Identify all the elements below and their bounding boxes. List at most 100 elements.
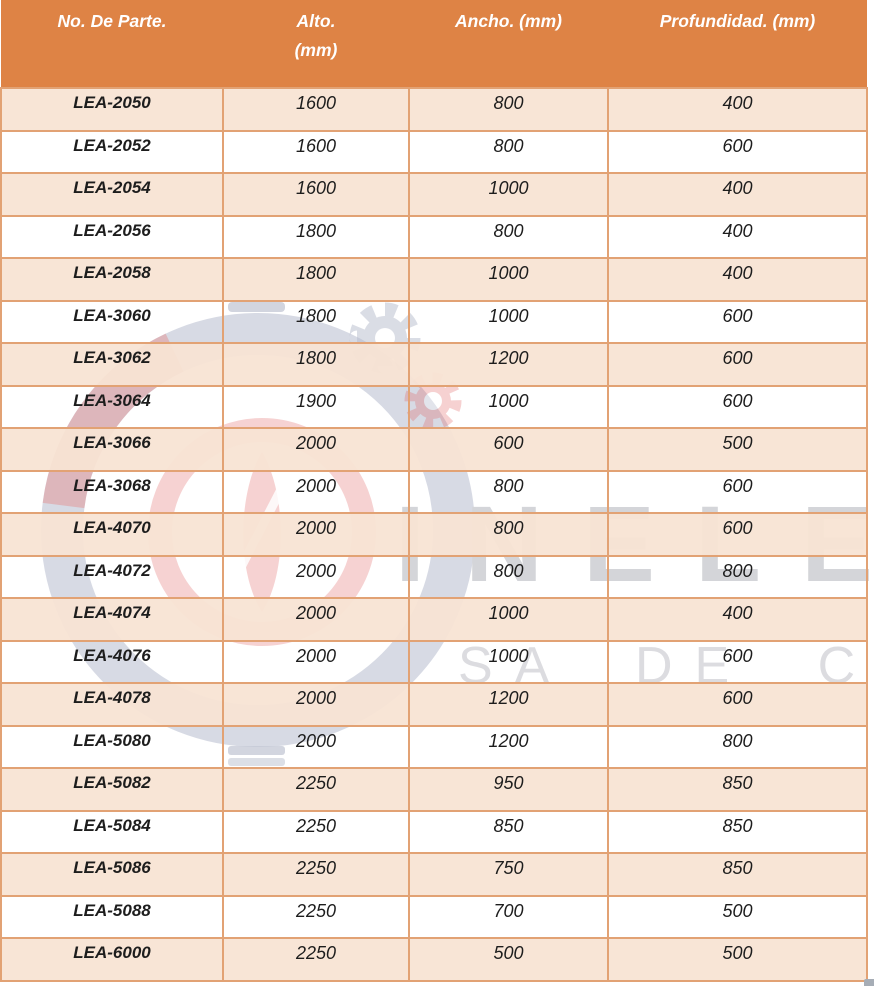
part-number-cell: LEA-4072 <box>0 554 224 599</box>
ancho-cell: 850 <box>408 809 609 854</box>
table-row: LEA-6000 2250 500 500 <box>0 937 868 982</box>
part-number-cell: LEA-3064 <box>0 384 224 429</box>
header-part-number: No. De Parte. <box>1 0 223 88</box>
alto-cell: 2000 <box>222 512 410 557</box>
alto-cell: 2000 <box>222 597 410 642</box>
table-row: LEA-5086 2250 750 850 <box>0 852 868 897</box>
part-number-cell: LEA-2050 <box>0 87 224 132</box>
ancho-cell: 800 <box>408 214 609 259</box>
alto-cell: 1800 <box>222 257 410 302</box>
ancho-cell: 1000 <box>408 597 609 642</box>
header-alto: Alto. (mm) <box>223 0 409 88</box>
profundidad-cell: 850 <box>607 767 868 812</box>
part-number-cell: LEA-2058 <box>0 257 224 302</box>
part-number-cell: LEA-2056 <box>0 214 224 259</box>
ancho-cell: 500 <box>408 937 609 982</box>
part-number-cell: LEA-5084 <box>0 809 224 854</box>
profundidad-cell: 500 <box>607 894 868 939</box>
table-resize-handle <box>864 979 874 986</box>
profundidad-cell: 400 <box>607 87 868 132</box>
table-row: LEA-3064 1900 1000 600 <box>0 384 868 429</box>
part-number-cell: LEA-5086 <box>0 852 224 897</box>
profundidad-cell: 600 <box>607 384 868 429</box>
ancho-cell: 800 <box>408 512 609 557</box>
profundidad-cell: 850 <box>607 809 868 854</box>
alto-cell: 2000 <box>222 469 410 514</box>
alto-cell: 1600 <box>222 172 410 217</box>
alto-cell: 2000 <box>222 682 410 727</box>
alto-cell: 1600 <box>222 87 410 132</box>
table-row: LEA-5088 2250 700 500 <box>0 894 868 939</box>
header-label: No. De Parte. <box>57 11 167 31</box>
table-header: No. De Parte. Alto. (mm) Ancho. (mm) Pro… <box>1 0 867 88</box>
profundidad-cell: 600 <box>607 512 868 557</box>
profundidad-cell: 600 <box>607 299 868 344</box>
part-number-cell: LEA-3068 <box>0 469 224 514</box>
ancho-cell: 1000 <box>408 257 609 302</box>
part-number-cell: LEA-5080 <box>0 724 224 769</box>
ancho-cell: 600 <box>408 427 609 472</box>
ancho-cell: 1000 <box>408 299 609 344</box>
ancho-cell: 1200 <box>408 342 609 387</box>
profundidad-cell: 600 <box>607 469 868 514</box>
alto-cell: 2000 <box>222 554 410 599</box>
alto-cell: 2000 <box>222 724 410 769</box>
ancho-cell: 1000 <box>408 639 609 684</box>
table-row: LEA-4070 2000 800 600 <box>0 512 868 557</box>
profundidad-cell: 850 <box>607 852 868 897</box>
ancho-cell: 750 <box>408 852 609 897</box>
profundidad-cell: 800 <box>607 554 868 599</box>
part-number-cell: LEA-2052 <box>0 129 224 174</box>
profundidad-cell: 500 <box>607 427 868 472</box>
profundidad-cell: 800 <box>607 724 868 769</box>
ancho-cell: 1000 <box>408 172 609 217</box>
header-ancho: Ancho. (mm) <box>409 0 608 88</box>
profundidad-cell: 400 <box>607 257 868 302</box>
alto-cell: 2000 <box>222 427 410 472</box>
part-number-cell: LEA-6000 <box>0 937 224 982</box>
table-row: LEA-5082 2250 950 850 <box>0 767 868 812</box>
table-row: LEA-5084 2250 850 850 <box>0 809 868 854</box>
ancho-cell: 800 <box>408 469 609 514</box>
table-row: LEA-3066 2000 600 500 <box>0 427 868 472</box>
part-number-cell: LEA-4074 <box>0 597 224 642</box>
alto-cell: 1800 <box>222 214 410 259</box>
ancho-cell: 800 <box>408 129 609 174</box>
header-label: Alto. <box>296 11 336 31</box>
profundidad-cell: 600 <box>607 342 868 387</box>
table-row: LEA-3068 2000 800 600 <box>0 469 868 514</box>
profundidad-cell: 600 <box>607 129 868 174</box>
part-number-cell: LEA-4076 <box>0 639 224 684</box>
alto-cell: 2250 <box>222 894 410 939</box>
alto-cell: 1600 <box>222 129 410 174</box>
profundidad-cell: 500 <box>607 937 868 982</box>
part-number-cell: LEA-3060 <box>0 299 224 344</box>
part-number-cell: LEA-4078 <box>0 682 224 727</box>
profundidad-cell: 400 <box>607 172 868 217</box>
ancho-cell: 1000 <box>408 384 609 429</box>
table-body: LEA-2050 1600 800 400 LEA-2052 1600 800 600 LEA-… <box>0 87 868 982</box>
table-row: LEA-4076 2000 1000 600 <box>0 639 868 684</box>
table-row: LEA-4078 2000 1200 600 <box>0 682 868 727</box>
ancho-cell: 1200 <box>408 724 609 769</box>
part-number-cell: LEA-3062 <box>0 342 224 387</box>
alto-cell: 2250 <box>222 852 410 897</box>
table-row: LEA-5080 2000 1200 800 <box>0 724 868 769</box>
alto-cell: 1800 <box>222 299 410 344</box>
table-row: LEA-2050 1600 800 400 <box>0 87 868 132</box>
part-number-cell: LEA-4070 <box>0 512 224 557</box>
profundidad-cell: 600 <box>607 639 868 684</box>
profundidad-cell: 600 <box>607 682 868 727</box>
part-number-cell: LEA-2054 <box>0 172 224 217</box>
ancho-cell: 950 <box>408 767 609 812</box>
table-row: LEA-2058 1800 1000 400 <box>0 257 868 302</box>
header-label: (mm) <box>294 40 338 60</box>
profundidad-cell: 400 <box>607 214 868 259</box>
part-number-cell: LEA-3066 <box>0 427 224 472</box>
alto-cell: 2250 <box>222 767 410 812</box>
alto-cell: 2250 <box>222 809 410 854</box>
alto-cell: 2000 <box>222 639 410 684</box>
table-row: LEA-2056 1800 800 400 <box>0 214 868 259</box>
